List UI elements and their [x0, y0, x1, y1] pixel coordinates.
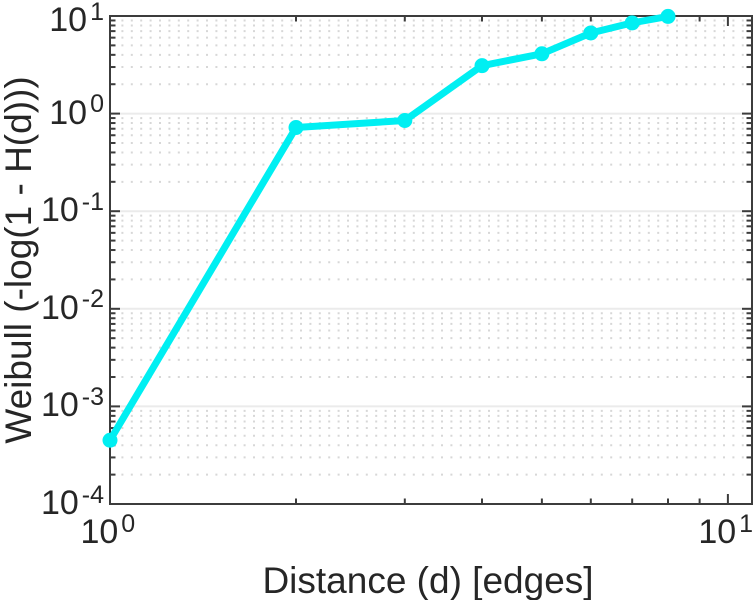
data-series	[102, 8, 676, 448]
y-tick-label: 10 0	[49, 90, 104, 132]
y-tick-label: 10 -3	[40, 383, 104, 425]
y-tick-label: 10 1	[49, 0, 104, 39]
y-tick-label: 10 -1	[40, 187, 104, 230]
y-tick-label: 10 -4	[40, 480, 104, 522]
major-gridlines	[111, 112, 751, 408]
axes-box	[109, 15, 753, 505]
axis-ticks	[109, 15, 752, 505]
x-axis-label: Distance (d) [edges]	[262, 560, 594, 600]
y-axis-label: Weibull (-log(1 - H(d)))	[0, 76, 39, 444]
x-tick-label: 10 0	[80, 509, 136, 551]
y-tick-label: 10 -2	[40, 285, 104, 327]
x-tick-label: 10 1	[698, 509, 754, 551]
